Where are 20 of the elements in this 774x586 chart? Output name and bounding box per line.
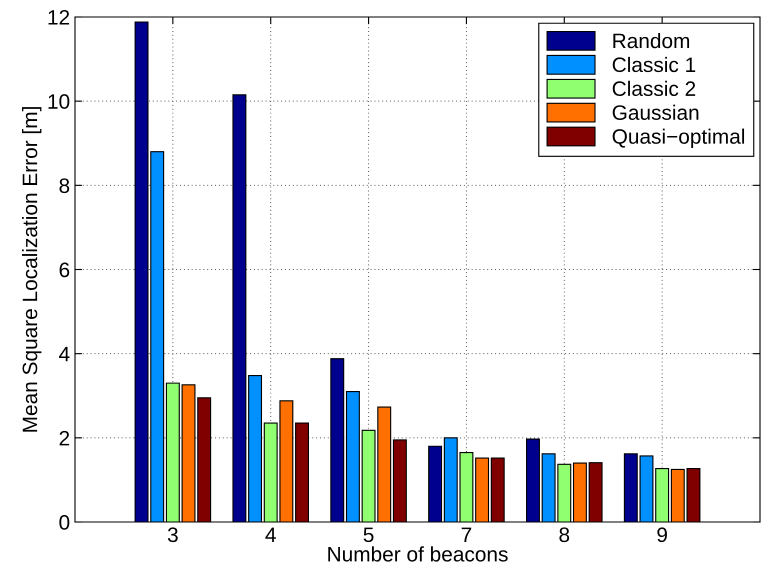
y-tick-label: 8	[59, 178, 70, 194]
y-tick-label: 10	[48, 94, 70, 109]
y-axis-title: Mean Square Localization Error [m]	[22, 107, 42, 432]
y-tick-label: 6	[60, 262, 70, 278]
legend-label: Random	[613, 32, 690, 48]
x-tick-label: 4	[265, 528, 276, 542]
y-tick-label: 0	[59, 515, 70, 530]
x-axis-title: Number of beacons	[328, 546, 508, 562]
x-tick-label: 5	[364, 528, 374, 542]
legend-label: Quasi−optimal	[612, 128, 744, 148]
y-tick-label: 2	[60, 430, 70, 446]
legend-label: Classic 1	[612, 56, 696, 72]
y-tick-label: 4	[59, 346, 70, 362]
x-tick-label: 8	[559, 527, 570, 542]
x-tick-label: 9	[657, 527, 667, 542]
legend-label: Gaussian	[612, 104, 698, 120]
x-tick-label: 7	[462, 528, 472, 542]
x-tick-label: 3	[168, 527, 178, 542]
legend-label: Classic 2	[612, 80, 696, 96]
y-tick-label: 12	[48, 10, 70, 25]
